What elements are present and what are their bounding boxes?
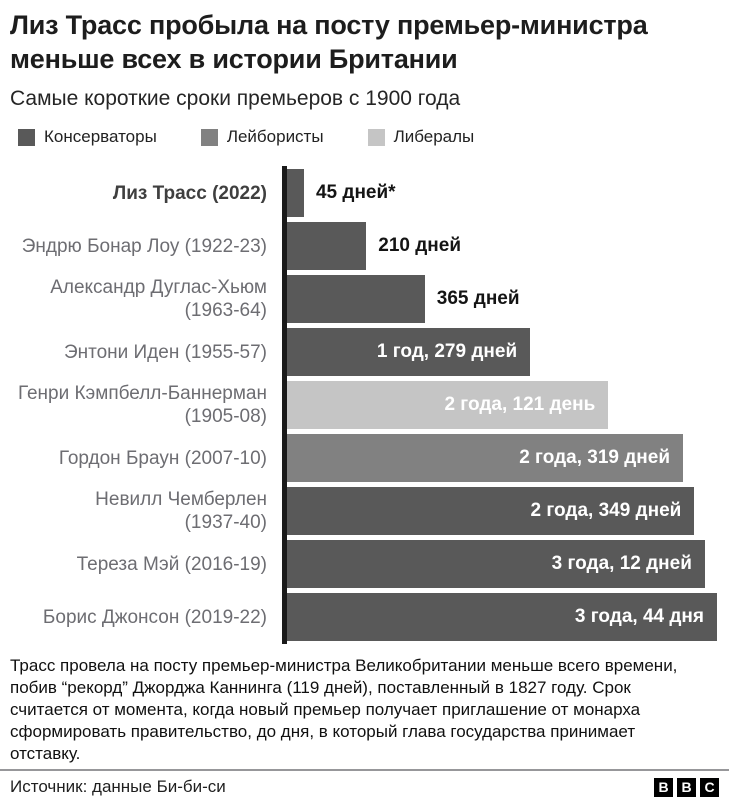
pm-name-label: Гордон Браун (2007-10) [58,447,267,469]
pm-name-label: Александр Дуглас-Хьюм (1963-64) [50,277,267,321]
chart-subtitle: Самые короткие сроки премьеров с 1900 го… [10,87,461,110]
pm-name-label: Борис Джонсон (2019-22) [42,606,267,628]
bar-row: Александр Дуглас-Хьюм (1963-64) 365 дней [10,275,719,323]
bar-row: Гордон Браун (2007-10) 2 года, 319 дней [10,434,719,482]
bar-row: Энтони Иден (1955-57) 1 год, 279 дней [10,328,719,376]
legend-item-labour: Лейбористы [200,127,324,147]
footer-divider [0,769,729,771]
duration-value-label: 3 года, 44 дня [574,606,704,627]
bbc-logo-letter: B [654,777,673,797]
duration-bar: 1 год, 279 дней [287,328,531,376]
source-text: Источник: данные Би-би-си [10,777,226,796]
duration-value-label: 3 года, 12 дней [551,553,692,574]
legend-label: Либералы [393,127,475,146]
legend-item-liberals: Либералы [367,127,475,147]
duration-value-label: 2 года, 121 день [444,394,596,415]
duration-bar: 2 года, 349 дней [287,487,695,535]
duration-bar [287,222,367,270]
bar-plot-area: 2 года, 349 дней [287,487,717,535]
bar-plot-area: 1 год, 279 дней [287,328,717,376]
duration-bar [287,169,304,217]
legend-label: Консерваторы [44,127,157,146]
duration-value-label: 210 дней [378,235,462,256]
bar-plot-area: 365 дней [287,275,717,323]
bar-row: Генри Кэмпбелл-Баннерман (1905-08) 2 год… [10,381,719,429]
pm-name-label: Энтони Иден (1955-57) [63,341,267,363]
duration-bar: 3 года, 44 дня [287,593,717,641]
bbc-logo-letter: C [700,777,719,797]
footnote-text: Трасс провела на посту премьер-министра … [10,656,678,763]
legend-swatch-conservatives [18,128,35,146]
legend: Консерваторы Лейбористы Либералы [10,127,719,147]
legend-label: Лейбористы [226,127,324,146]
legend-item-conservatives: Консерваторы [18,127,157,147]
legend-swatch-labour [200,128,218,146]
duration-value-label: 365 дней [436,288,520,309]
duration-value-label: 1 год, 279 дней [376,341,518,362]
bar-row: Тереза Мэй (2016-19) 3 года, 12 дней [10,540,719,588]
pm-name-label: Генри Кэмпбелл-Баннерман (1905-08) [17,383,267,427]
legend-swatch-liberals [367,128,385,146]
duration-value-label: 2 года, 349 дней [530,500,682,521]
bar-chart: Лиз Трасс (2022) 45 дней* Эндрю Бонар Ло… [10,166,719,644]
bar-plot-area: 2 года, 121 день [287,381,717,429]
pm-name-label: Тереза Мэй (2016-19) [76,553,267,575]
duration-bar [287,275,425,323]
bar-plot-area: 3 года, 12 дней [287,540,717,588]
bar-row: Эндрю Бонар Лоу (1922-23) 210 дней [10,222,719,270]
bar-plot-area: 45 дней* [287,169,717,217]
bbc-infographic: Лиз Трасс пробыла на посту премьер-минис… [10,10,719,763]
bar-plot-area: 210 дней [287,222,717,270]
duration-bar: 2 года, 121 день [287,381,609,429]
duration-bar: 2 года, 319 дней [287,434,684,482]
pm-name-label: Невилл Чемберлен (1937-40) [95,489,267,533]
source-row: Источник: данные Би-би-си B B C [0,771,729,797]
duration-value-label: 2 года, 319 дней [519,447,671,468]
bar-row: Борис Джонсон (2019-22) 3 года, 44 дня [10,593,719,641]
bar-plot-area: 3 года, 44 дня [287,593,717,641]
bar-plot-area: 2 года, 319 дней [287,434,717,482]
bar-row: Лиз Трасс (2022) 45 дней* [10,169,719,217]
chart-title: Лиз Трасс пробыла на посту премьер-минис… [10,10,648,74]
pm-name-label: Эндрю Бонар Лоу (1922-23) [21,235,267,257]
pm-name-label: Лиз Трасс (2022) [112,182,267,204]
bbc-logo-letter: B [677,777,696,797]
duration-bar: 3 года, 12 дней [287,540,705,588]
bar-row: Невилл Чемберлен (1937-40) 2 года, 349 д… [10,487,719,535]
duration-value-label: 45 дней* [315,182,396,203]
y-axis-line [282,166,287,644]
bbc-logo: B B C [650,777,719,797]
